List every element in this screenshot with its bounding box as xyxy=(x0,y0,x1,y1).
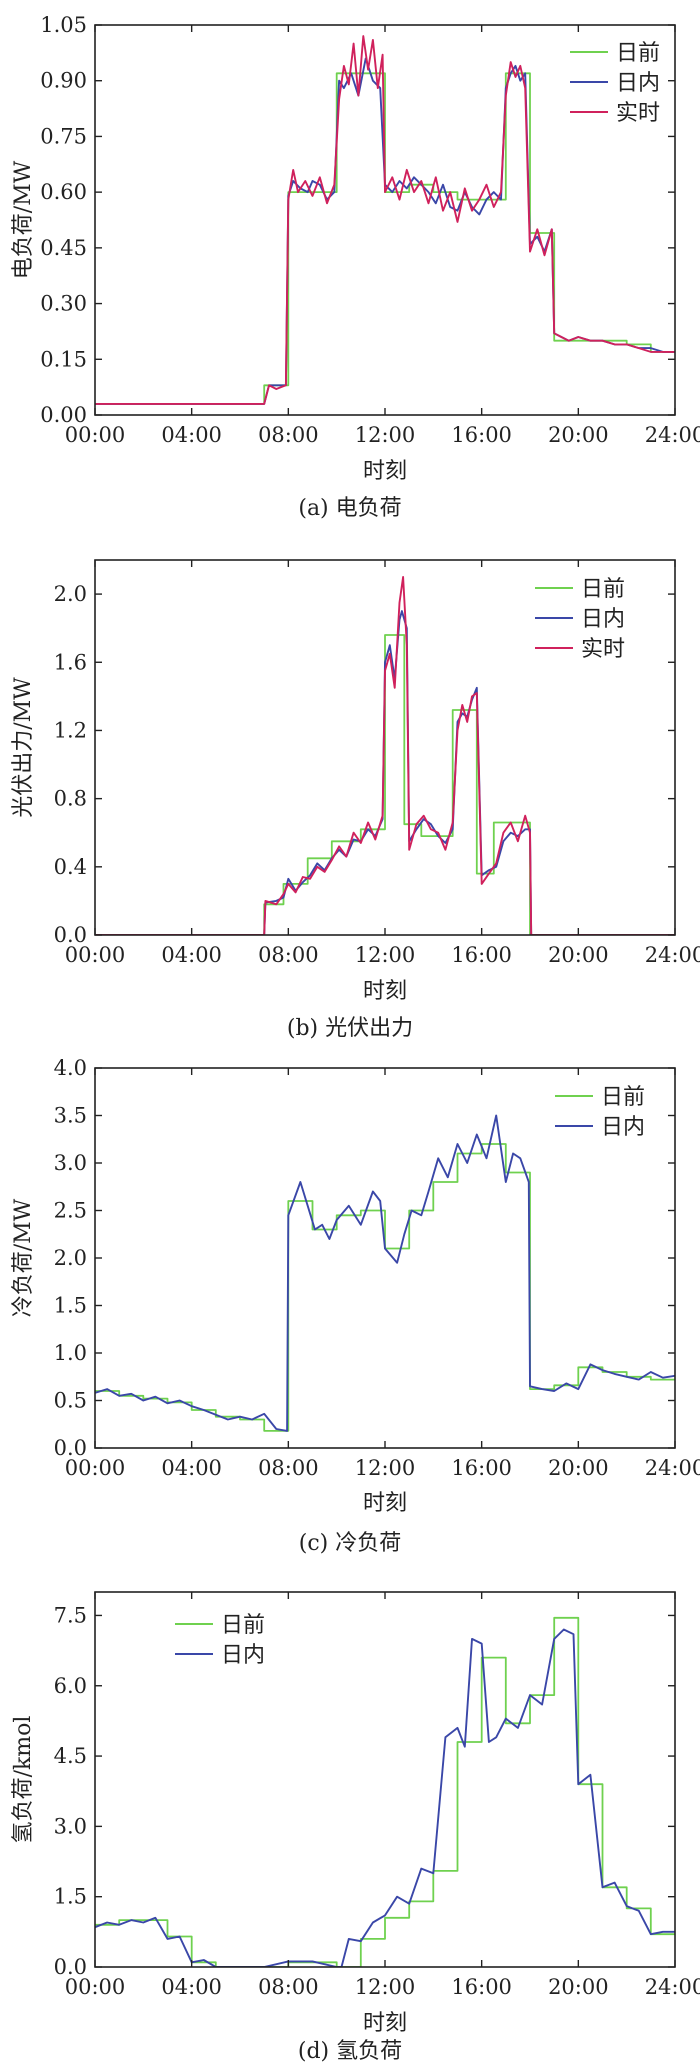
legend-label-day_ahead: 日前 xyxy=(616,41,660,66)
legend-label-intraday: 日内 xyxy=(601,1115,645,1140)
x-tick-label: 00:00 xyxy=(65,1975,126,1999)
series-line-realtime xyxy=(95,576,675,935)
y-tick-label: 4.5 xyxy=(54,1744,87,1768)
x-tick-label: 12:00 xyxy=(355,1975,416,1999)
x-tick-label: 24:00 xyxy=(645,1975,700,1999)
y-tick-label: 7.5 xyxy=(54,1603,87,1627)
series-line-day_ahead xyxy=(95,72,675,405)
y-tick-label: 4.0 xyxy=(54,1056,87,1080)
series-line-realtime xyxy=(95,35,675,405)
y-tick-label: 0.0 xyxy=(54,923,87,947)
x-tick-label: 12:00 xyxy=(355,943,416,967)
x-tick-label: 20:00 xyxy=(548,423,609,447)
y-axis-label: 光伏出力/MW xyxy=(11,677,36,818)
y-tick-label: 0.30 xyxy=(40,292,87,316)
x-tick-label: 16:00 xyxy=(451,423,512,447)
y-tick-label: 0.90 xyxy=(40,69,87,93)
legend-label-intraday: 日内 xyxy=(616,71,660,96)
x-tick-label: 00:00 xyxy=(65,943,126,967)
legend-label-realtime: 实时 xyxy=(616,101,660,126)
x-tick-label: 24:00 xyxy=(645,943,700,967)
legend-label-realtime: 实时 xyxy=(581,637,625,662)
y-tick-label: 2.0 xyxy=(54,582,87,606)
x-tick-label: 20:00 xyxy=(548,1975,609,1999)
panel-caption: (b) 光伏出力 xyxy=(287,1016,413,1041)
x-tick-label: 08:00 xyxy=(258,943,319,967)
x-tick-label: 12:00 xyxy=(355,423,416,447)
legend-label-intraday: 日内 xyxy=(581,607,625,632)
x-tick-label: 24:00 xyxy=(645,1456,700,1480)
x-tick-label: 04:00 xyxy=(161,423,222,447)
x-tick-label: 24:00 xyxy=(645,423,700,447)
series-line-intraday xyxy=(95,1628,675,1967)
legend-label-day_ahead: 日前 xyxy=(581,577,625,602)
y-axis-label: 氢负荷/kmol xyxy=(11,1716,36,1844)
series-line-intraday xyxy=(95,1114,675,1432)
panel-electric-load: 00:00 04:00 08:00 12:00 16:00 20:00 24:00 0.00 0… xyxy=(11,13,700,521)
y-tick-label: 0.0 xyxy=(54,1955,87,1979)
y-tick-label: 0.00 xyxy=(40,403,87,427)
x-axis-label: 时刻 xyxy=(363,459,407,484)
x-tick-label: 04:00 xyxy=(161,1975,222,1999)
x-tick-label: 20:00 xyxy=(548,943,609,967)
x-axis-label: 时刻 xyxy=(363,1491,407,1516)
y-tick-label: 3.0 xyxy=(54,1151,87,1175)
x-tick-label: 16:00 xyxy=(451,1456,512,1480)
y-tick-label: 2.5 xyxy=(54,1199,87,1223)
x-axis-label: 时刻 xyxy=(363,979,407,1004)
x-tick-label: 08:00 xyxy=(258,1975,319,1999)
x-tick-label: 04:00 xyxy=(161,943,222,967)
legend-label-intraday: 日内 xyxy=(221,1643,265,1668)
y-tick-label: 1.2 xyxy=(54,718,87,742)
x-tick-label: 00:00 xyxy=(65,423,126,447)
y-tick-label: 0.45 xyxy=(40,236,87,260)
plot-frame xyxy=(94,1591,676,1968)
y-tick-label: 0.8 xyxy=(54,787,87,811)
legend-label-day_ahead: 日前 xyxy=(221,1613,265,1638)
y-tick-label: 2.0 xyxy=(54,1246,87,1270)
y-tick-label: 1.05 xyxy=(40,13,87,37)
x-tick-label: 00:00 xyxy=(65,1456,126,1480)
x-tick-label: 20:00 xyxy=(548,1456,609,1480)
y-tick-label: 1.6 xyxy=(54,650,87,674)
y-tick-label: 0.0 xyxy=(54,1436,87,1460)
y-axis-label: 冷负荷/MW xyxy=(11,1198,36,1317)
panel-caption: (c) 冷负荷 xyxy=(299,1531,401,1556)
x-tick-label: 04:00 xyxy=(161,1456,222,1480)
panel-caption: (a) 电负荷 xyxy=(298,496,401,521)
y-tick-label: 1.5 xyxy=(54,1294,87,1318)
y-tick-label: 6.0 xyxy=(54,1674,87,1698)
y-tick-label: 3.5 xyxy=(54,1104,87,1128)
y-axis-label: 电负荷/MW xyxy=(11,160,36,279)
y-tick-label: 0.60 xyxy=(40,180,87,204)
y-tick-label: 0.75 xyxy=(40,124,87,148)
series-line-day_ahead xyxy=(95,1143,675,1432)
y-tick-label: 0.5 xyxy=(54,1389,87,1413)
panel-pv-output: 00:00 04:00 08:00 12:00 16:00 20:00 24:00 0.0 0.… xyxy=(11,559,700,1041)
y-tick-label: 0.15 xyxy=(40,347,87,371)
x-tick-label: 16:00 xyxy=(451,943,512,967)
x-tick-label: 08:00 xyxy=(258,1456,319,1480)
y-tick-label: 3.0 xyxy=(54,1814,87,1838)
y-tick-label: 1.5 xyxy=(54,1885,87,1909)
panel-hydrogen-load: 00:00 04:00 08:00 12:00 16:00 20:00 24:00 0.0 1.… xyxy=(11,1591,700,2064)
y-tick-label: 1.0 xyxy=(54,1341,87,1365)
x-tick-label: 08:00 xyxy=(258,423,319,447)
y-tick-label: 0.4 xyxy=(54,855,87,879)
panel-cooling-load: 00:00 04:00 08:00 12:00 16:00 20:00 24:00 0.0 0.… xyxy=(11,1056,700,1556)
panel-caption: (d) 氢负荷 xyxy=(298,2039,402,2064)
legend-label-day_ahead: 日前 xyxy=(601,1085,645,1110)
x-tick-label: 12:00 xyxy=(355,1456,416,1480)
x-tick-label: 16:00 xyxy=(451,1975,512,1999)
x-axis-label: 时刻 xyxy=(363,2011,407,2036)
